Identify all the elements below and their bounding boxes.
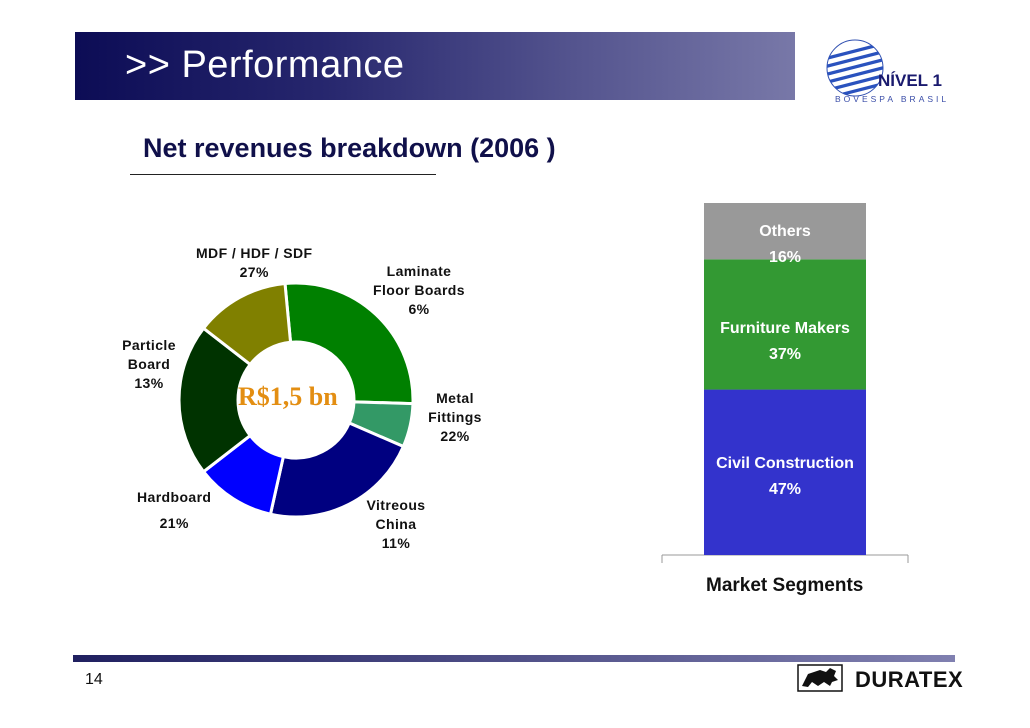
slice-pct-mdf: 27% bbox=[239, 264, 269, 280]
slice-label-hardboard: Hardboard 21% bbox=[137, 484, 211, 536]
footer-rule bbox=[73, 655, 955, 662]
slice-pct-metal: 22% bbox=[440, 428, 470, 444]
segment-label-others: Others 16% bbox=[704, 219, 866, 271]
bar-segment-others bbox=[704, 203, 866, 260]
chart-subtitle: Net revenues breakdown (2006 ) bbox=[143, 133, 556, 163]
donut-center-label: R$1,5 bn bbox=[238, 382, 338, 411]
donut-slice-mdf bbox=[283, 281, 415, 406]
slice-pct-vitreous: 11% bbox=[381, 535, 411, 551]
slice-label-vitreous: Vitreous China 11% bbox=[362, 496, 430, 553]
x-axis-title: Market Segments bbox=[706, 575, 864, 596]
donut-slice-particle bbox=[201, 281, 293, 367]
slice-name-metal: Metal Fittings bbox=[428, 390, 482, 425]
slice-name-particle: Particle Board bbox=[122, 337, 176, 372]
subtitle-rule bbox=[130, 174, 436, 175]
slice-label-metal: Metal Fittings 22% bbox=[425, 389, 485, 446]
bar-segment-civil bbox=[704, 389, 866, 555]
slice-pct-particle: 13% bbox=[134, 375, 164, 391]
duratex-logo bbox=[797, 664, 843, 692]
nivel1-logo bbox=[826, 39, 884, 97]
segment-name-furniture: Furniture Makers bbox=[720, 320, 850, 337]
slice-label-laminate: Laminate Floor Boards 6% bbox=[369, 262, 469, 319]
segment-name-others: Others bbox=[759, 223, 811, 240]
slice-name-laminate: Laminate Floor Boards bbox=[373, 263, 465, 298]
segment-label-civil: Civil Construction 47% bbox=[704, 451, 866, 503]
donut-slice-metal bbox=[268, 421, 406, 519]
segment-pct-civil: 47% bbox=[768, 481, 802, 498]
page-title: >> Performance bbox=[125, 44, 405, 86]
slice-label-particle: Particle Board 13% bbox=[118, 336, 180, 393]
segment-name-civil: Civil Construction bbox=[716, 455, 854, 472]
bovespa-text: BOVESPA BRASIL bbox=[835, 94, 950, 104]
nivel1-text: NÍVEL 1 bbox=[878, 71, 942, 90]
page-number: 14 bbox=[85, 671, 103, 688]
slice-pct-laminate: 6% bbox=[408, 301, 430, 317]
donut-slice-hardboard bbox=[177, 326, 253, 474]
slice-name-hardboard: Hardboard bbox=[137, 489, 212, 505]
header-band bbox=[75, 32, 795, 100]
segment-pct-furniture: 37% bbox=[768, 346, 802, 363]
slice-pct-hardboard: 21% bbox=[159, 515, 189, 531]
segment-pct-others: 16% bbox=[768, 249, 802, 266]
slice-label-mdf: MDF / HDF / SDF 27% bbox=[196, 244, 312, 282]
slice-name-mdf: MDF / HDF / SDF bbox=[196, 245, 313, 261]
segment-label-furniture: Furniture Makers 37% bbox=[704, 316, 866, 368]
duratex-wordmark: DURATEX bbox=[855, 667, 964, 692]
slice-name-vitreous: Vitreous China bbox=[366, 497, 426, 532]
bar-segment-furniture bbox=[704, 259, 866, 390]
